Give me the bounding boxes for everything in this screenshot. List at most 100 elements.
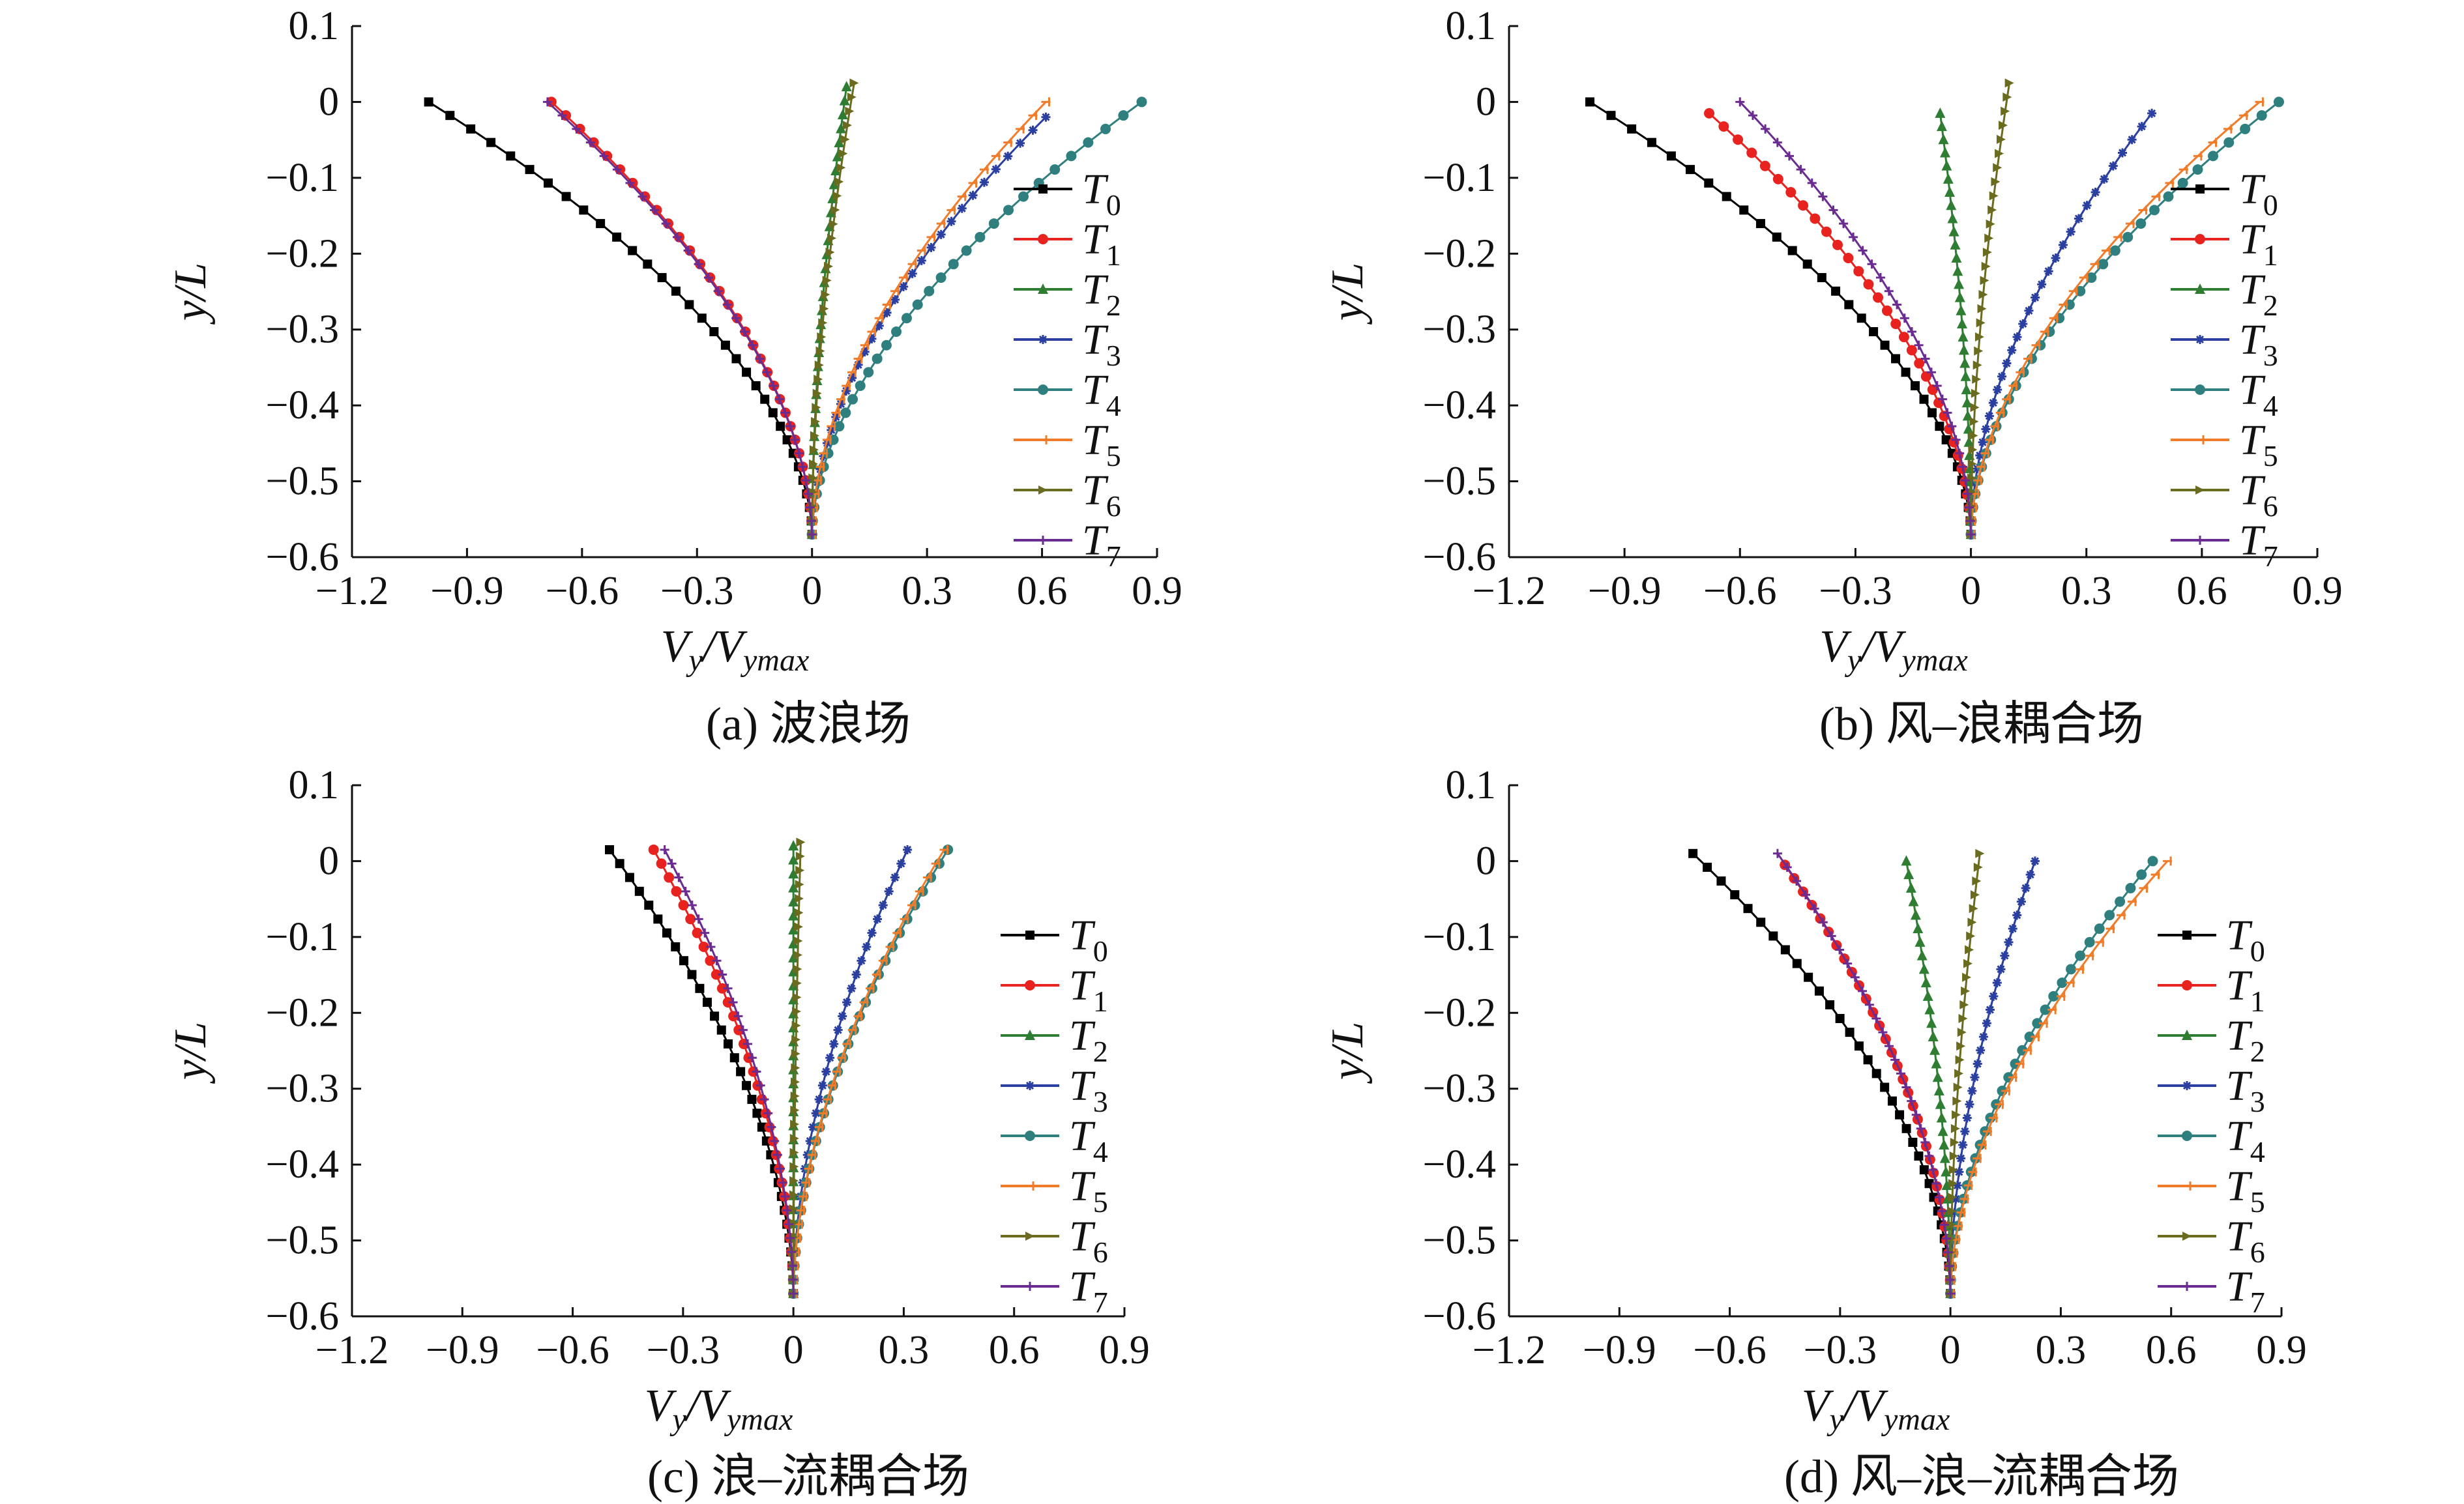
data-point	[1003, 137, 1013, 147]
data-point	[857, 956, 866, 966]
data-point	[1878, 1028, 1888, 1037]
data-point	[1895, 1110, 1905, 1120]
data-point	[790, 1105, 800, 1115]
y-tick-label: 0	[319, 80, 339, 124]
data-point	[787, 1261, 797, 1271]
data-point	[1947, 212, 1958, 224]
data-point	[643, 259, 653, 269]
data-point	[1843, 253, 1854, 264]
data-point	[700, 928, 710, 938]
data-point	[1954, 291, 1965, 302]
data-point	[671, 286, 681, 296]
data-point	[1919, 394, 1929, 404]
data-point	[796, 837, 806, 847]
data-point	[1792, 876, 1802, 886]
data-point	[1931, 1058, 1942, 1069]
data-point	[782, 1206, 792, 1215]
data-point	[968, 178, 978, 188]
data-point	[2116, 910, 2126, 920]
data-point	[926, 242, 936, 252]
data-point	[1973, 862, 1983, 872]
data-point	[793, 922, 803, 932]
data-point	[1918, 963, 1929, 974]
data-point	[793, 964, 802, 974]
data-point	[2051, 253, 2061, 263]
data-point	[1977, 1140, 1987, 1150]
y-tick-label: −0.2	[1423, 991, 1496, 1035]
data-point	[948, 259, 959, 270]
data-point	[1946, 199, 1957, 210]
data-point	[1935, 107, 1946, 118]
y-tick-label: −0.3	[266, 308, 339, 352]
data-point	[807, 530, 817, 540]
data-point	[667, 859, 677, 869]
data-point	[847, 92, 857, 102]
data-point	[599, 151, 609, 161]
data-point	[1935, 1098, 1946, 1109]
data-point	[2147, 856, 2158, 867]
data-point	[946, 216, 956, 226]
data-point	[899, 273, 909, 283]
legend-entry-T7: T7	[1001, 1263, 1108, 1319]
data-point	[2128, 897, 2137, 906]
legend-entry-T4: T4	[1001, 1112, 1108, 1168]
data-point	[2047, 1005, 2057, 1015]
data-point	[878, 901, 888, 910]
data-point	[814, 1095, 824, 1105]
data-point	[1914, 936, 1926, 947]
data-point	[1772, 848, 1782, 858]
data-point	[1748, 111, 1757, 121]
x-tick-label: 0.9	[2256, 1328, 2307, 1372]
y-tick-label: 0.1	[1446, 4, 1497, 48]
data-point	[1784, 151, 1794, 161]
legend-marker	[2195, 384, 2205, 395]
data-point	[649, 205, 659, 215]
data-point	[1950, 1123, 1960, 1133]
legend-marker	[1025, 1030, 1035, 1040]
y-tick-label: −0.1	[266, 915, 339, 959]
data-point	[926, 232, 936, 242]
data-point	[752, 1108, 762, 1118]
data-point	[2095, 937, 2105, 947]
data-point	[1003, 205, 1014, 216]
x-tick-label: −0.6	[536, 1328, 609, 1372]
data-point	[1920, 977, 1931, 988]
data-point	[924, 285, 935, 296]
data-point	[1688, 848, 1698, 858]
data-point	[917, 255, 926, 265]
data-point	[1974, 332, 1984, 341]
data-point	[1961, 476, 1971, 485]
data-point	[1932, 1071, 1943, 1082]
data-point	[1943, 408, 1952, 418]
panel-b: −1.2 −0.9 −0.6 −0.3 0 0.3 0.6 0.9 0.1 0 −0.1 −0.2 −0…	[1323, 4, 2343, 678]
data-point	[1863, 1055, 1873, 1065]
data-point	[1943, 1247, 1953, 1257]
data-point	[825, 248, 835, 257]
y-tick-label: −0.1	[1423, 915, 1496, 959]
data-point	[1920, 354, 1930, 364]
legend-marker	[2182, 1081, 2192, 1090]
data-point	[755, 1080, 765, 1090]
data-point	[2040, 1004, 2051, 1015]
data-point	[806, 516, 816, 526]
legend-label: T1	[1082, 216, 1121, 272]
data-point	[795, 851, 805, 861]
data-point	[1958, 1014, 1968, 1024]
data-point	[817, 332, 827, 341]
x-tick-label: 0.3	[2036, 1328, 2087, 1372]
data-point	[991, 151, 1001, 161]
data-point	[772, 1150, 782, 1160]
data-point	[789, 1133, 799, 1143]
data-point	[2037, 280, 2047, 289]
data-point	[695, 983, 705, 993]
data-point	[1931, 1179, 1941, 1189]
data-point	[1853, 266, 1864, 277]
data-point	[1996, 964, 2006, 974]
data-point	[1887, 1096, 1897, 1106]
y-tick-label: 0	[1476, 839, 1496, 883]
data-point	[1958, 1140, 1968, 1150]
data-point	[1961, 383, 1972, 394]
series-T7	[1772, 848, 1956, 1299]
data-point	[1933, 1084, 1944, 1095]
data-point	[917, 246, 926, 255]
